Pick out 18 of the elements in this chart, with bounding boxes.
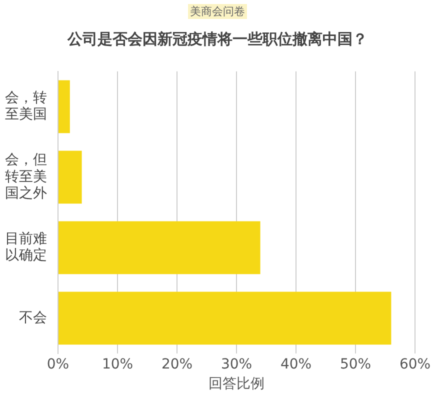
bar	[58, 221, 260, 274]
x-tick-label: 40%	[280, 356, 312, 372]
chart-title: 公司是否会因新冠疫情将一些职位撤离中国？	[66, 30, 368, 49]
y-tick-label: 会，转至美国	[5, 90, 47, 123]
x-tick-label: 30%	[220, 356, 252, 372]
x-tick-label: 0%	[46, 356, 70, 372]
x-axis-title: 回答比例	[208, 376, 264, 392]
y-tick-label: 会，但转至美国之外	[5, 152, 47, 202]
y-tick-label: 不会	[19, 310, 47, 326]
x-tick-label: 20%	[161, 356, 193, 372]
bar	[58, 80, 70, 134]
x-tick-label: 50%	[340, 356, 372, 372]
bar	[58, 150, 82, 204]
y-tick-label: 目前难以确定	[5, 230, 47, 264]
x-tick-label: 10%	[102, 356, 134, 372]
x-tick-label: 60%	[399, 356, 431, 372]
chart-subtitle: 美商会问卷	[188, 4, 247, 19]
bar	[58, 292, 392, 345]
